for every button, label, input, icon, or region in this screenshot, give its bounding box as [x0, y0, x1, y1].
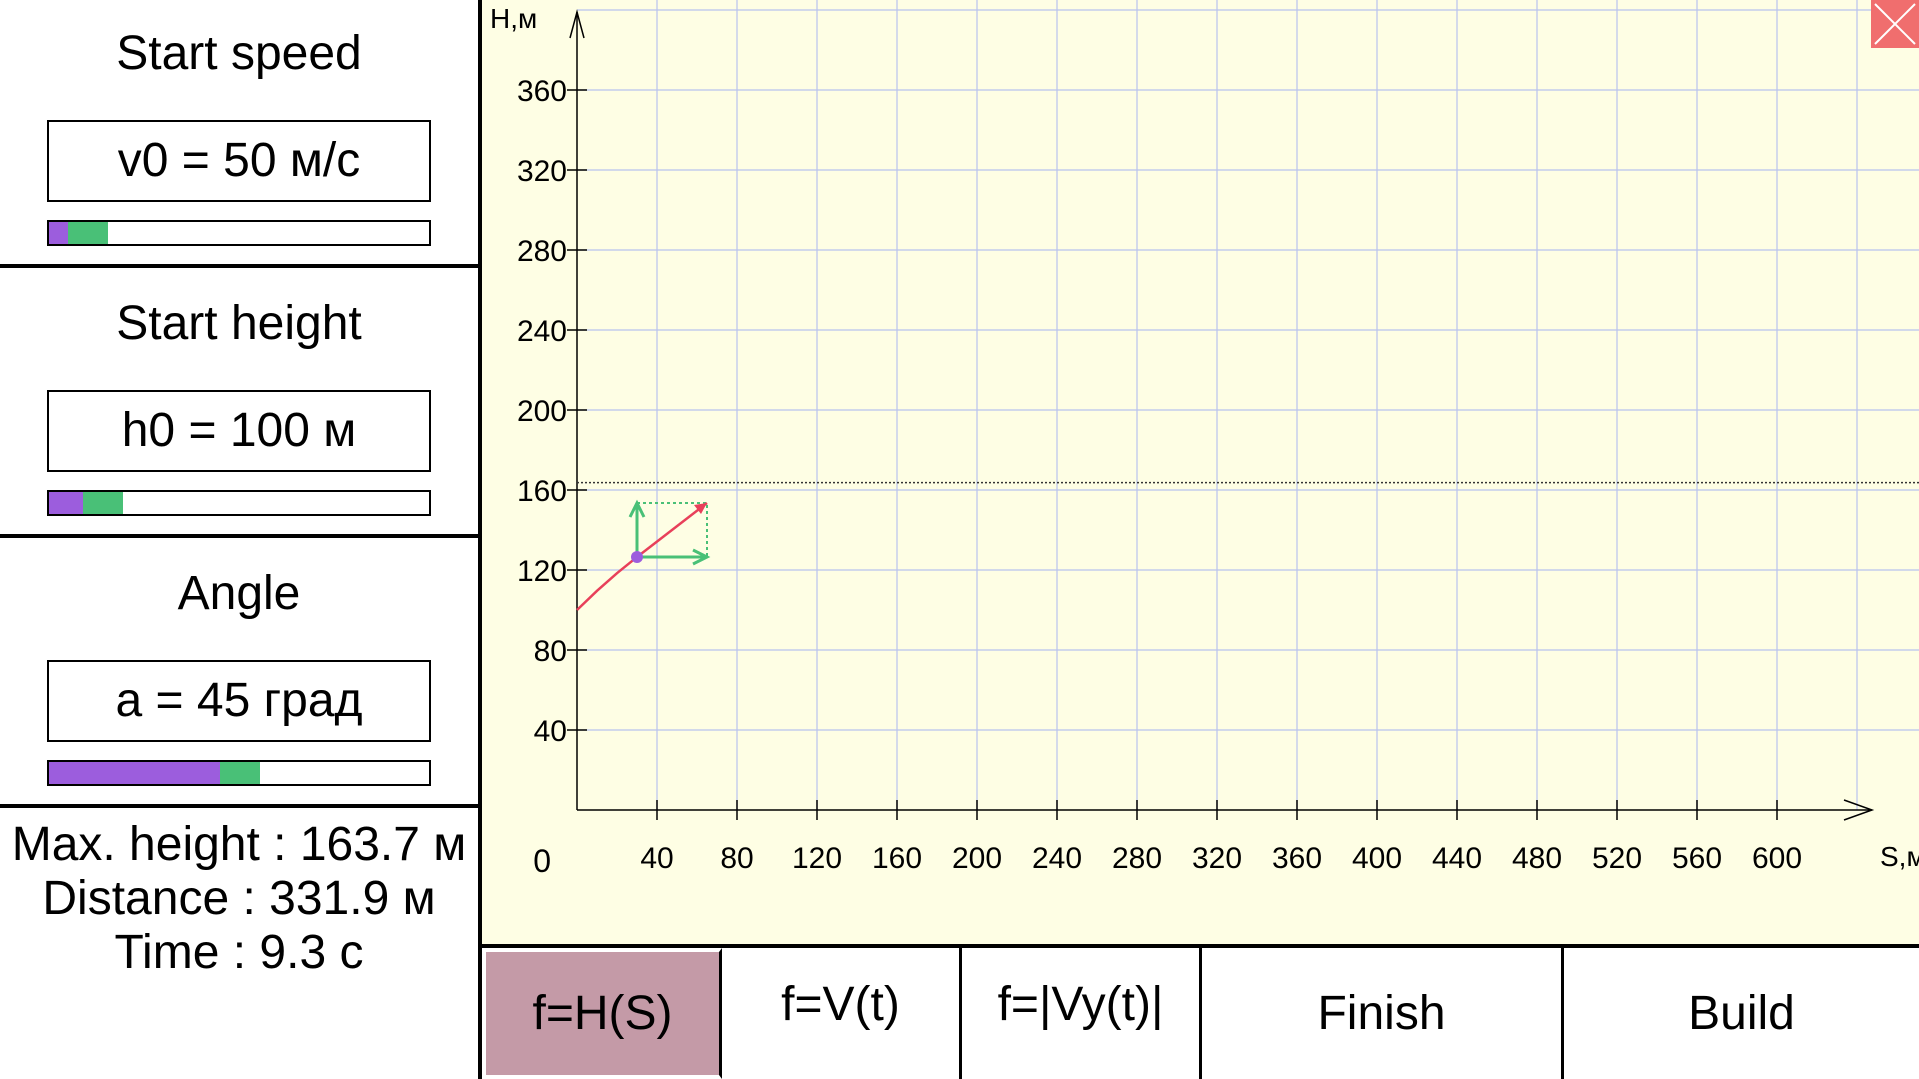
slider-thumb[interactable] — [83, 492, 124, 514]
slider-fill — [49, 762, 220, 784]
x-tick-label: 320 — [1192, 842, 1242, 875]
tab-vy-of-t[interactable]: f=|Vy(t)| — [962, 948, 1202, 1079]
x-tick-label: 400 — [1352, 842, 1402, 875]
y-tick-label: 40 — [534, 715, 567, 748]
y-tick-label: 320 — [517, 155, 567, 188]
vx-arrowhead — [692, 548, 711, 566]
start-speed-title: Start speed — [116, 27, 362, 80]
build-button[interactable]: Build — [1688, 987, 1795, 1040]
y-tick-label: 280 — [517, 235, 567, 268]
x-tick-label: 560 — [1672, 842, 1722, 875]
x-tick-label: 200 — [952, 842, 1002, 875]
x-tick-label: 360 — [1272, 842, 1322, 875]
start-speed-section: Start speed v0 = 50 м/с — [0, 0, 478, 268]
time-result: Time : 9.3 с — [114, 926, 364, 979]
origin-label: 0 — [533, 843, 551, 879]
distance-result: Distance : 331.9 м — [42, 872, 436, 925]
x-tick-label: 480 — [1512, 842, 1562, 875]
slider-thumb[interactable] — [220, 762, 260, 784]
angle-value: a = 45 град — [47, 660, 431, 742]
close-icon — [1874, 3, 1916, 45]
vy-arrowhead — [628, 499, 646, 518]
angle-slider[interactable] — [47, 760, 431, 786]
slider-fill — [49, 492, 84, 514]
start-height-title: Start height — [116, 297, 362, 350]
x-tick-label: 240 — [1032, 842, 1082, 875]
velocity-vector — [636, 502, 708, 558]
control-panel: Start speed v0 = 50 м/с Start height h0 … — [0, 0, 478, 1079]
tab-h-of-s[interactable]: f=H(S) — [482, 948, 722, 1079]
bottom-toolbar: f=H(S) f=V(t) f=|Vy(t)| Finish Build — [482, 944, 1919, 1079]
y-tick-label: 200 — [517, 395, 567, 428]
x-tick-label: 40 — [640, 842, 673, 875]
x-tick-label: 520 — [1592, 842, 1642, 875]
x-tick-label: 280 — [1112, 842, 1162, 875]
y-tick-label: 360 — [517, 75, 567, 108]
x-axis-label: S,м — [1880, 841, 1919, 872]
velocity-arrowhead — [694, 503, 707, 514]
x-tick-label: 440 — [1432, 842, 1482, 875]
close-button[interactable] — [1871, 0, 1919, 48]
graph-area: 40 80 120 160 200 240 280 320 360 400 440 480 520 560… — [482, 0, 1919, 944]
trajectory-chart: 40 80 120 160 200 240 280 320 360 400 440 480 520 560… — [490, 0, 1919, 879]
x-tick-label: 600 — [1752, 842, 1802, 875]
start-height-slider[interactable] — [47, 490, 431, 516]
start-speed-value: v0 = 50 м/с — [47, 120, 431, 202]
y-tick-label: 120 — [517, 555, 567, 588]
angle-title: Angle — [177, 567, 301, 620]
tab-v-of-t[interactable]: f=V(t) — [722, 948, 962, 1079]
x-tick-label: 160 — [872, 842, 922, 875]
start-speed-slider[interactable] — [47, 220, 431, 246]
slider-fill — [49, 222, 68, 244]
start-height-value: h0 = 100 м — [47, 390, 431, 472]
y-tick-label: 160 — [517, 475, 567, 508]
panel-divider — [478, 0, 482, 1079]
x-tick-label: 120 — [792, 842, 842, 875]
x-tick-label: 80 — [720, 842, 753, 875]
y-axis-label: H,м — [490, 3, 537, 34]
y-tick-label: 80 — [534, 635, 567, 668]
trajectory-line — [576, 556, 638, 611]
projectile-point — [631, 551, 643, 563]
y-axis-arrow — [569, 9, 585, 39]
angle-section: Angle a = 45 град — [0, 540, 478, 808]
y-tick-label: 240 — [517, 315, 567, 348]
x-axis-arrow — [1843, 799, 1875, 821]
slider-thumb[interactable] — [68, 222, 108, 244]
finish-button[interactable]: Finish — [1202, 948, 1564, 1079]
start-height-section: Start height h0 = 100 м — [0, 270, 478, 538]
results-panel: Max. height : 163.7 м Distance : 331.9 м… — [0, 812, 478, 1079]
max-height-result: Max. height : 163.7 м — [11, 818, 467, 871]
